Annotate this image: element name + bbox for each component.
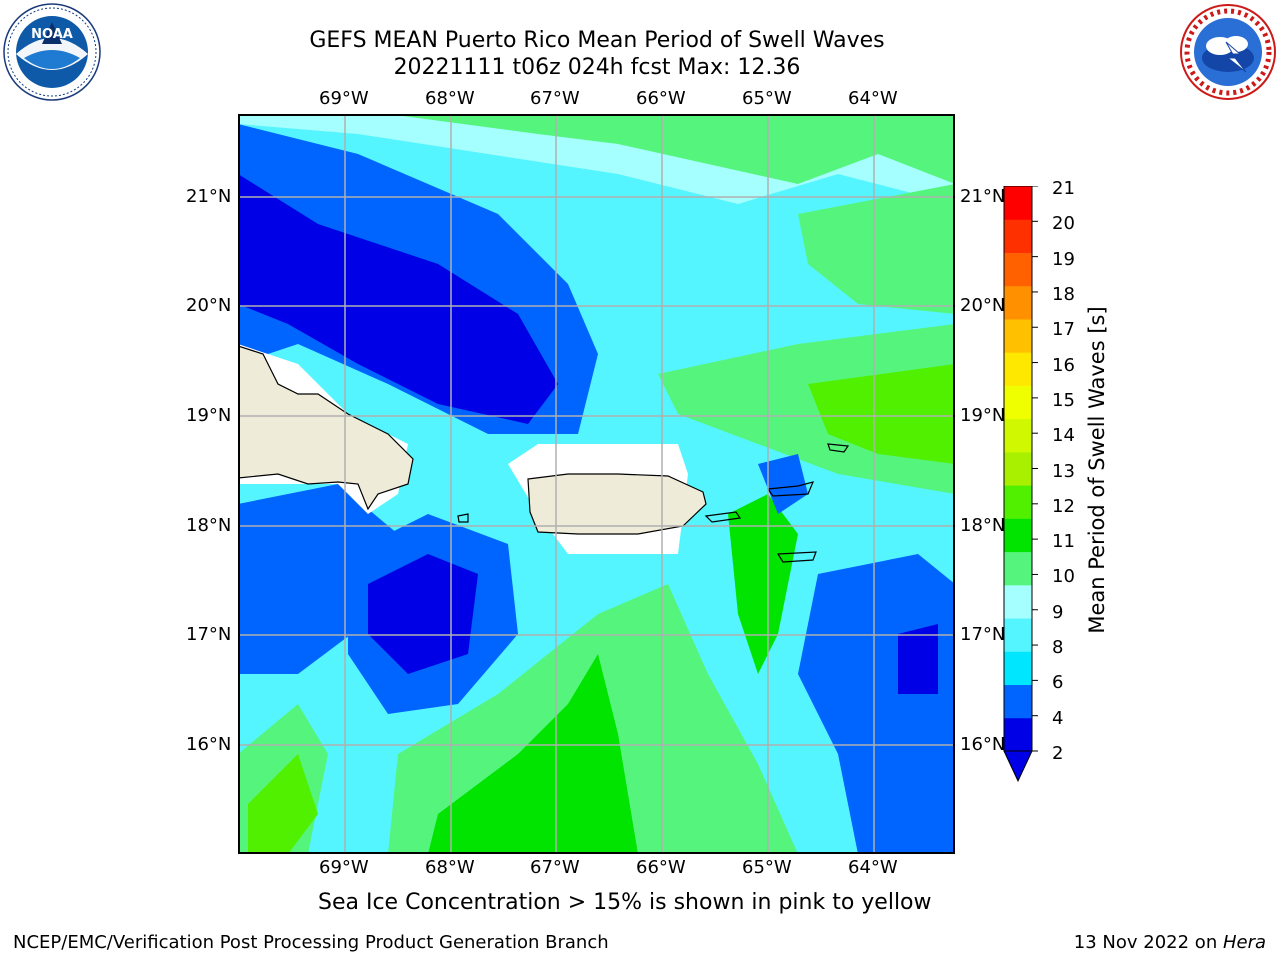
footer-date: 13 Nov 2022 on: [1073, 932, 1223, 953]
lon-bottom-69: 69°W: [319, 857, 369, 878]
lon-top-68: 68°W: [425, 88, 475, 109]
land-st-croix: [776, 551, 817, 563]
field-west-deep: [238, 174, 558, 424]
lat-right-16: 16°N: [960, 734, 1006, 755]
lon-bottom-67: 67°W: [530, 857, 580, 878]
lat-left-20: 20°N: [186, 295, 232, 316]
lon-top-67: 67°W: [530, 88, 580, 109]
lat-right-19: 19°N: [960, 405, 1006, 426]
gridlines: [238, 114, 955, 854]
lat-left-17: 17°N: [186, 624, 232, 645]
lon-top-69: 69°W: [319, 88, 369, 109]
colorbar-tick-label: 10: [1052, 566, 1075, 588]
noaa-logo-text: NOAA: [31, 27, 73, 42]
field-south-bright: [428, 654, 638, 854]
colorbar-tick-label: 9: [1052, 601, 1064, 623]
colorbar-tick-label: 18: [1052, 283, 1075, 305]
colorbar-segment: [1004, 219, 1032, 253]
colorbar-segment: [1004, 518, 1032, 553]
colorbar-segment: [1004, 684, 1032, 719]
colorbar-segment: [1004, 651, 1032, 686]
lon-top-65: 65°W: [742, 88, 792, 109]
colorbar-segment: [1004, 285, 1032, 320]
field-se-deep: [898, 624, 938, 694]
land-vieques: [704, 511, 742, 523]
colorbar-segment: [1004, 385, 1032, 420]
lon-top-64: 64°W: [848, 88, 898, 109]
field-ne-green: [798, 184, 955, 314]
colorbar-segment: [1004, 318, 1032, 353]
colorbar-segment: [1004, 584, 1032, 619]
colorbar-tick-label: 20: [1052, 213, 1075, 235]
sea-ice-caption: Sea Ice Concentration > 15% is shown in …: [318, 890, 932, 915]
colorbar-tick-label: 14: [1052, 425, 1075, 447]
lon-bottom-64: 64°W: [848, 857, 898, 878]
colorbar-segment: [1004, 717, 1032, 752]
map-frame: [238, 114, 955, 854]
noaa-logo: NOAA: [2, 2, 102, 102]
colorbar-tick-label: 12: [1052, 495, 1075, 517]
colorbar: [1000, 185, 1040, 786]
colorbar-segment: [1004, 551, 1032, 586]
colorbar-svg: [1003, 185, 1038, 783]
colorbar-tick-label: 15: [1052, 389, 1075, 411]
lon-bottom-65: 65°W: [742, 857, 792, 878]
colorbar-tick-label: 13: [1052, 460, 1075, 482]
lat-right-17: 17°N: [960, 624, 1006, 645]
lat-right-21: 21°N: [960, 186, 1006, 207]
lon-bottom-66: 66°W: [636, 857, 686, 878]
lat-left-16: 16°N: [186, 734, 232, 755]
nws-logo: [1178, 2, 1278, 102]
footer-right: 13 Nov 2022 on Hera: [1074, 932, 1266, 953]
colorbar-tick-label: 6: [1052, 672, 1064, 694]
colorbar-tick-label: 4: [1052, 707, 1064, 729]
colorbar-segment: [1004, 352, 1032, 386]
colorbar-tick-label: 21: [1052, 178, 1075, 199]
lat-left-19: 19°N: [186, 405, 232, 426]
colorbar-ticks: 21 20 19 18 17 16 15 14 13 12 11 10 9 8 6 4 2: [1052, 178, 1092, 778]
lat-left-18: 18°N: [186, 515, 232, 536]
field-sw-bright: [248, 754, 318, 854]
land-puerto-rico: [527, 473, 707, 535]
lat-right-20: 20°N: [960, 295, 1006, 316]
lat-left-21: 21°N: [186, 186, 232, 207]
field-vi-green: [728, 494, 798, 674]
colorbar-segment: [1004, 618, 1032, 652]
colorbar-segment: [1004, 252, 1032, 287]
colorbar-tick-label: 16: [1052, 354, 1075, 376]
chart-subtitle: 20221111 t06z 024h fcst Max: 12.36: [393, 55, 801, 80]
land-anegada: [827, 443, 850, 453]
colorbar-segment: [1004, 186, 1032, 220]
field-north-green: [388, 114, 955, 184]
colorbar-label: Mean Period of Swell Waves [s]: [1085, 306, 1109, 634]
colorbar-tick-label: 17: [1052, 319, 1075, 341]
land-hispaniola: [238, 345, 414, 511]
field-se-blue: [798, 554, 955, 854]
land-mona: [457, 513, 469, 523]
colorbar-tick-label: 8: [1052, 637, 1064, 659]
colorbar-tick-label: 19: [1052, 248, 1075, 270]
footer-left: NCEP/EMC/Verification Post Processing Pr…: [13, 932, 609, 953]
land-virgin-islands: [766, 481, 815, 497]
map-svg: [238, 114, 955, 854]
map-panel: [238, 114, 955, 854]
colorbar-segment: [1004, 418, 1032, 453]
field-east-bright: [808, 364, 955, 464]
colorbar-extend-arrow: [1003, 750, 1033, 783]
lon-top-66: 66°W: [636, 88, 686, 109]
lat-right-18: 18°N: [960, 515, 1006, 536]
footer-host: Hera: [1222, 932, 1266, 953]
lon-bottom-68: 68°W: [425, 857, 475, 878]
colorbar-tick-label: 11: [1052, 531, 1075, 553]
colorbar-segment: [1004, 485, 1032, 519]
chart-title: GEFS MEAN Puerto Rico Mean Period of Swe…: [309, 28, 885, 53]
colorbar-tick-label: 2: [1052, 743, 1064, 764]
field-vi-blue: [758, 454, 808, 514]
colorbar-segment: [1004, 451, 1032, 486]
